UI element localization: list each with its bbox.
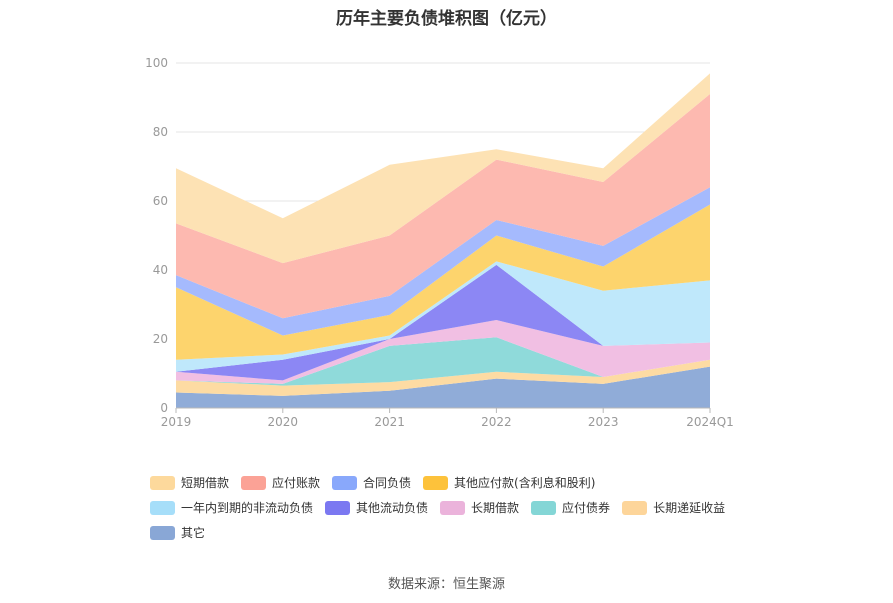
legend-row: 短期借款 应付账款 合同负债 其他应付款(含利息和股利) — [150, 470, 790, 495]
legend-swatch — [423, 475, 449, 490]
legend-item[interactable]: 合同负债 — [332, 474, 411, 491]
y-tick-label: 40 — [153, 263, 168, 277]
legend-item[interactable]: 长期递延收益 — [622, 499, 725, 516]
area-series-5 — [176, 261, 710, 372]
legend-label: 一年内到期的非流动负债 — [181, 501, 314, 515]
legend-swatch — [325, 500, 351, 515]
x-tick-label: 2019 — [161, 415, 192, 429]
legend: 短期借款 应付账款 合同负债 其他应付款(含利息和股利) 一年内到期的非流动负债 其他流动… — [150, 470, 790, 545]
legend-swatch — [332, 475, 358, 490]
x-tick-label: 2021 — [374, 415, 405, 429]
legend-item[interactable]: 其它 — [150, 524, 205, 541]
legend-label: 合同负债 — [363, 476, 412, 490]
legend-swatch — [440, 500, 466, 515]
legend-swatch — [150, 475, 175, 490]
y-tick-label: 80 — [153, 125, 168, 139]
area-series-0 — [176, 366, 710, 408]
x-tick-label: 2022 — [481, 415, 512, 429]
y-tick-label: 100 — [145, 56, 168, 70]
x-tick-label: 2020 — [268, 415, 299, 429]
legend-label: 长期递延收益 — [653, 501, 726, 515]
legend-label: 应付账款 — [272, 476, 321, 490]
legend-row: 其它 — [150, 520, 790, 545]
legend-label: 其它 — [181, 526, 206, 540]
area-series — [176, 73, 710, 408]
axes: 0 20 40 60 80 100 2019 2020 2021 2022 2023 2024Q1 — [145, 56, 734, 429]
legend-label: 短期借款 — [181, 476, 230, 490]
area-series-9 — [176, 73, 710, 264]
chart-title: 历年主要负债堆积图（亿元） — [336, 9, 557, 29]
x-tick-label: 2024Q1 — [686, 415, 734, 429]
legend-label: 其他应付款(含利息和股利) — [454, 476, 596, 490]
area-series-3 — [176, 320, 710, 384]
source-note: 数据来源：恒生聚源 — [387, 577, 505, 592]
area-series-6 — [176, 204, 710, 360]
area-series-4 — [176, 264, 710, 381]
legend-item[interactable]: 其他流动负债 — [325, 499, 428, 516]
area-series-8 — [176, 94, 710, 319]
legend-label: 其他流动负债 — [356, 501, 429, 515]
legend-swatch — [622, 500, 648, 515]
y-tick-label: 60 — [153, 194, 168, 208]
legend-item[interactable]: 应付债券 — [531, 499, 610, 516]
legend-item[interactable]: 其他应付款(含利息和股利) — [423, 474, 595, 491]
area-series-7 — [176, 187, 710, 336]
legend-row: 一年内到期的非流动负债 其他流动负债 长期借款 应付债券 长期递延收益 — [150, 495, 790, 520]
legend-swatch — [531, 500, 557, 515]
y-tick-label: 20 — [153, 332, 168, 346]
legend-item[interactable]: 一年内到期的非流动负债 — [150, 499, 313, 516]
legend-label: 应付债券 — [562, 501, 611, 515]
y-tick-label: 0 — [160, 401, 168, 415]
legend-item[interactable]: 长期借款 — [440, 499, 519, 516]
legend-item[interactable]: 短期借款 — [150, 474, 229, 491]
x-tick-label: 2023 — [588, 415, 619, 429]
legend-label: 长期借款 — [471, 501, 520, 515]
area-series-1 — [176, 359, 710, 396]
legend-swatch — [241, 475, 267, 490]
legend-item[interactable]: 应付账款 — [241, 474, 320, 491]
stacked-area-chart: 0 20 40 60 80 100 2019 2020 2021 2022 2023 2024Q1 — [145, 56, 734, 429]
legend-swatch — [150, 500, 175, 515]
area-series-2 — [176, 337, 710, 386]
legend-swatch — [150, 525, 175, 540]
